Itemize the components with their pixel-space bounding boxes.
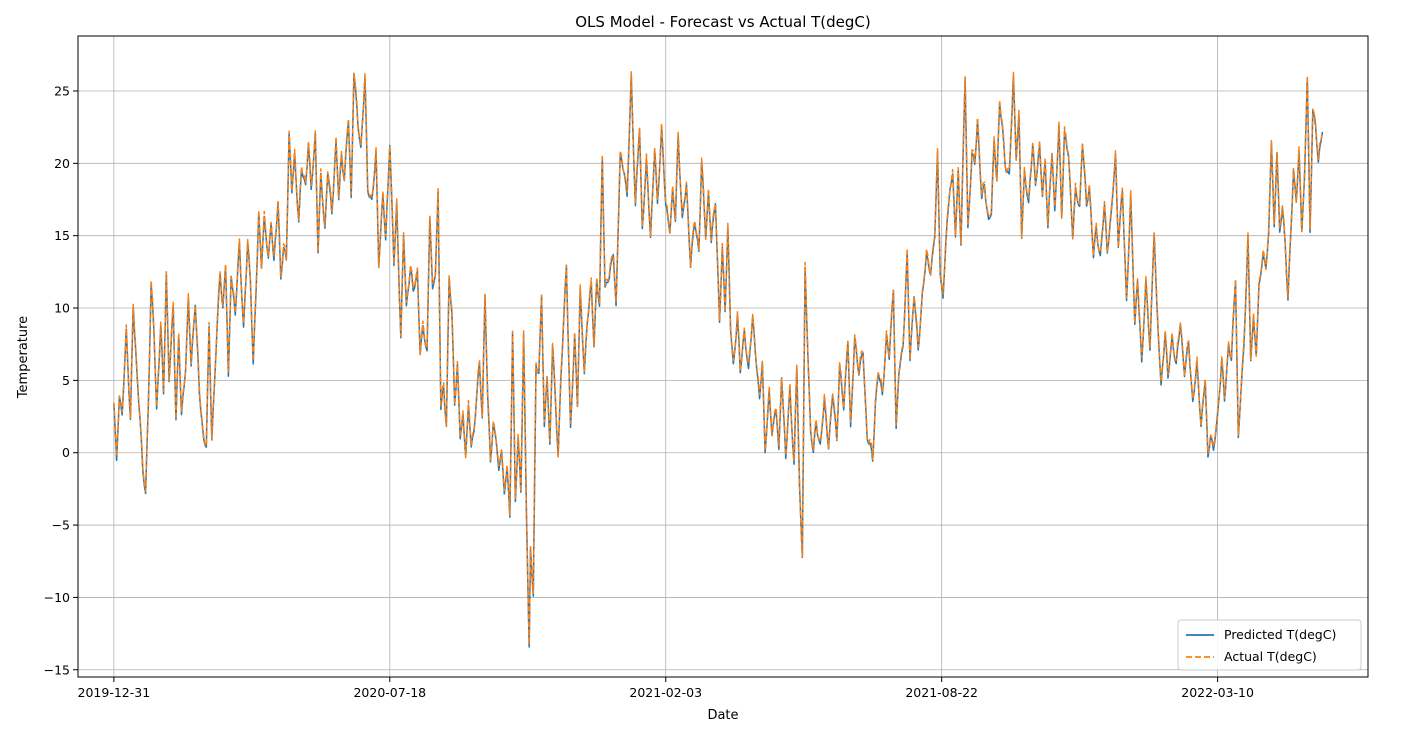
x-tick-label: 2021-08-22 (905, 685, 978, 700)
x-axis-label: Date (707, 708, 738, 723)
actual-series-line (113, 71, 1324, 646)
y-tick-label: 10 (54, 301, 70, 316)
ticks: −15 −10 −5 0 5 10 15 20 25 2019-12-31 2020-07-18 20… (44, 83, 1254, 700)
y-tick-label: 5 (62, 373, 70, 388)
x-tick-label: 2020-07-18 (353, 685, 426, 700)
series-layer (113, 71, 1324, 648)
x-tick-label: 2019-12-31 (78, 685, 151, 700)
y-tick-label: −15 (44, 662, 70, 677)
y-tick-label: −10 (44, 590, 70, 605)
legend: Predicted T(degC) Actual T(degC) (1177, 619, 1362, 671)
y-tick-label: 15 (54, 228, 70, 243)
x-tick-label: 2022-03-10 (1181, 685, 1254, 700)
y-tick-label: 20 (54, 156, 70, 171)
y-axis-label: Temperature (16, 316, 31, 399)
y-tick-label: 25 (54, 83, 70, 98)
legend-actual-label: Actual T(degC) (1224, 649, 1317, 664)
y-tick-label: 0 (62, 445, 70, 460)
legend-box (1177, 619, 1362, 671)
plot-frame (77, 35, 1369, 678)
legend-predicted-label: Predicted T(degC) (1224, 627, 1336, 642)
chart-title: OLS Model - Forecast vs Actual T(degC) (575, 13, 871, 31)
x-tick-label: 2021-02-03 (629, 685, 702, 700)
y-tick-label: −5 (52, 518, 70, 533)
